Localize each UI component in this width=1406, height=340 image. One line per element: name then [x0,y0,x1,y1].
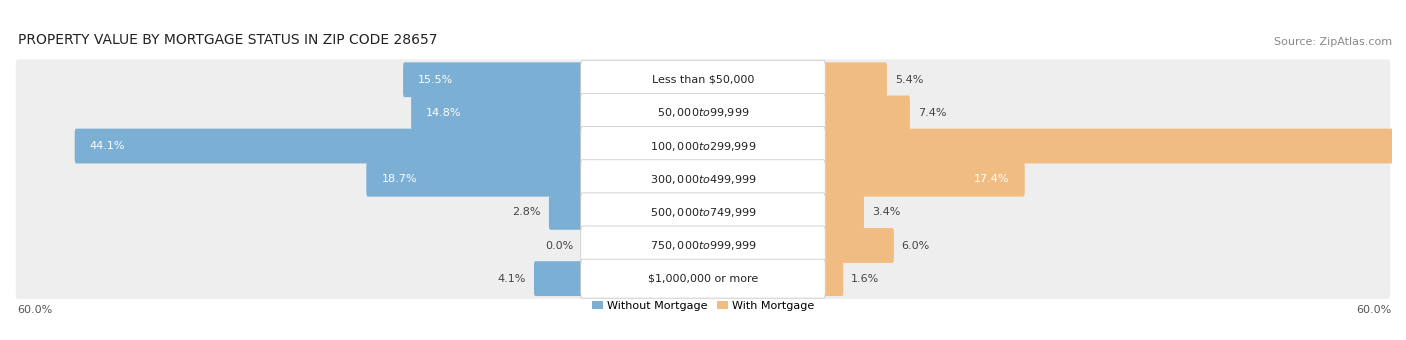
FancyBboxPatch shape [581,226,825,265]
Text: 60.0%: 60.0% [1357,305,1392,315]
Text: 7.4%: 7.4% [918,108,946,118]
Text: $750,000 to $999,999: $750,000 to $999,999 [650,239,756,252]
Text: 2.8%: 2.8% [513,207,541,217]
Text: Less than $50,000: Less than $50,000 [652,75,754,85]
FancyBboxPatch shape [581,94,825,132]
FancyBboxPatch shape [581,160,825,199]
Text: 18.7%: 18.7% [381,174,418,184]
Text: PROPERTY VALUE BY MORTGAGE STATUS IN ZIP CODE 28657: PROPERTY VALUE BY MORTGAGE STATUS IN ZIP… [17,33,437,47]
Text: 15.5%: 15.5% [418,75,454,85]
FancyBboxPatch shape [581,193,825,232]
Text: 44.1%: 44.1% [90,141,125,151]
FancyBboxPatch shape [823,162,1025,197]
FancyBboxPatch shape [15,159,1391,200]
FancyBboxPatch shape [823,261,844,296]
FancyBboxPatch shape [411,96,583,130]
FancyBboxPatch shape [15,225,1391,266]
FancyBboxPatch shape [823,195,863,230]
Text: $500,000 to $749,999: $500,000 to $749,999 [650,206,756,219]
FancyBboxPatch shape [367,162,583,197]
FancyBboxPatch shape [581,60,825,99]
FancyBboxPatch shape [823,228,894,263]
FancyBboxPatch shape [15,126,1391,166]
Text: 0.0%: 0.0% [546,240,574,251]
Text: Source: ZipAtlas.com: Source: ZipAtlas.com [1274,37,1392,47]
Text: $50,000 to $99,999: $50,000 to $99,999 [657,106,749,119]
Text: $300,000 to $499,999: $300,000 to $499,999 [650,173,756,186]
FancyBboxPatch shape [75,129,583,164]
FancyBboxPatch shape [823,96,910,130]
Text: 14.8%: 14.8% [426,108,461,118]
FancyBboxPatch shape [15,258,1391,299]
FancyBboxPatch shape [581,259,825,298]
Legend: Without Mortgage, With Mortgage: Without Mortgage, With Mortgage [592,301,814,311]
Text: 60.0%: 60.0% [17,305,53,315]
Text: 6.0%: 6.0% [901,240,929,251]
FancyBboxPatch shape [548,195,583,230]
Text: 17.4%: 17.4% [974,174,1010,184]
FancyBboxPatch shape [823,129,1406,164]
FancyBboxPatch shape [15,59,1391,100]
FancyBboxPatch shape [534,261,583,296]
Text: 5.4%: 5.4% [894,75,924,85]
Text: $100,000 to $299,999: $100,000 to $299,999 [650,139,756,153]
FancyBboxPatch shape [823,62,887,97]
Text: 3.4%: 3.4% [872,207,900,217]
FancyBboxPatch shape [404,62,583,97]
Text: 4.1%: 4.1% [498,274,526,284]
Text: 1.6%: 1.6% [851,274,879,284]
FancyBboxPatch shape [15,92,1391,133]
FancyBboxPatch shape [15,192,1391,233]
Text: $1,000,000 or more: $1,000,000 or more [648,274,758,284]
FancyBboxPatch shape [581,126,825,166]
